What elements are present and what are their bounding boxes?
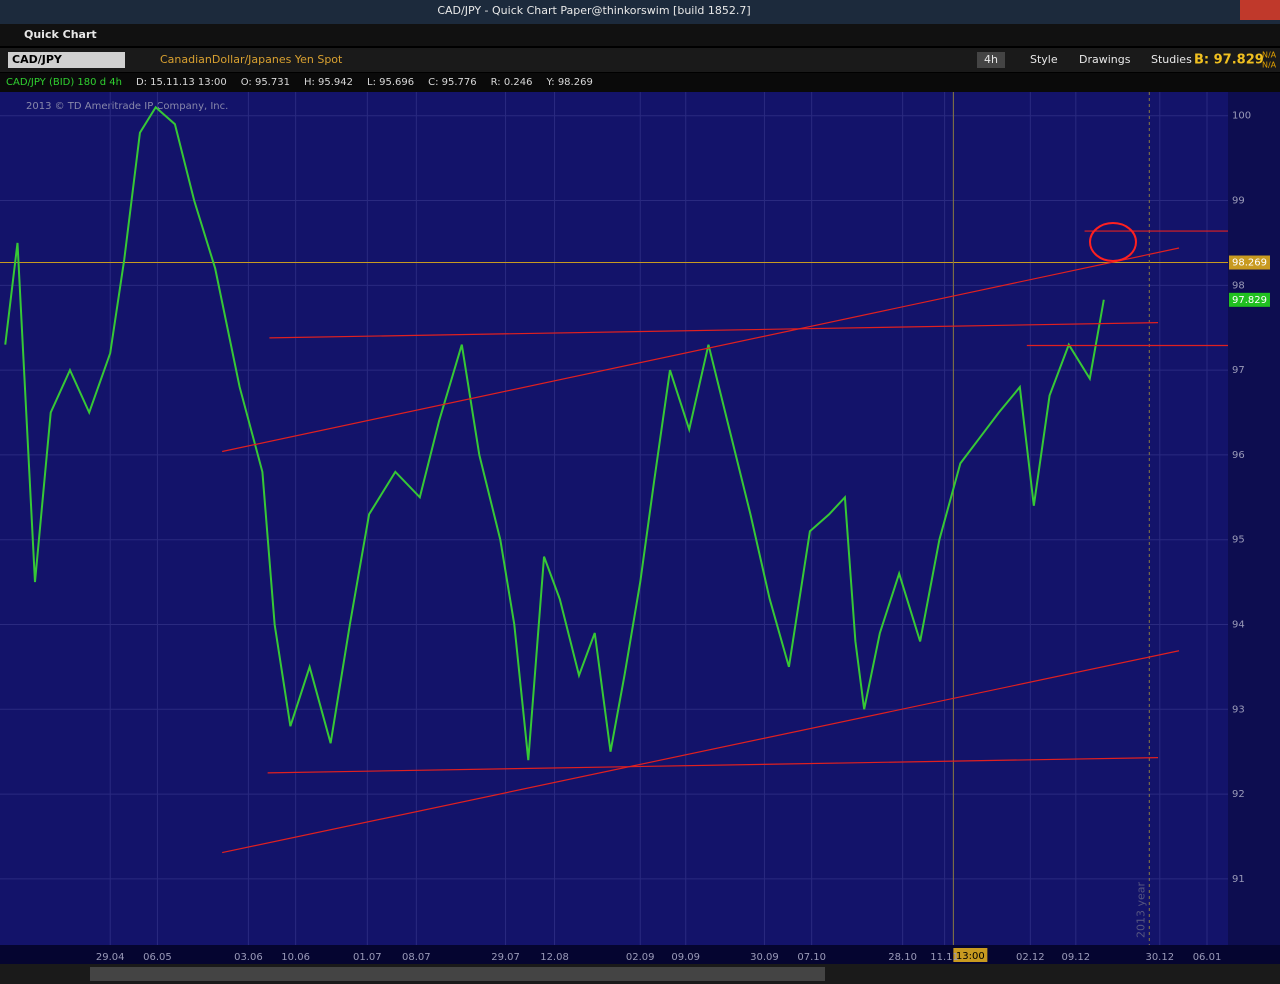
y-tick-label: 100 (1232, 111, 1251, 122)
na: N/A (1262, 51, 1277, 60)
bid-price: B: 97.829 (1194, 53, 1264, 68)
x-tick-label: 09.12 (1061, 952, 1090, 963)
x-tick-label: 11.11 (930, 952, 959, 963)
x-tick-label: 28.10 (888, 952, 917, 963)
plot-area (0, 92, 1228, 945)
y-tick-label: 96 (1232, 450, 1245, 461)
year-label: 2013 year (1134, 882, 1147, 939)
info-field: L: 95.696 (367, 77, 414, 88)
price-line (4, 105, 1105, 761)
y-tick-label: 92 (1232, 789, 1245, 800)
tab-title[interactable]: Quick Chart (24, 28, 97, 41)
y-tick-label: 93 (1232, 704, 1245, 715)
info-group: CAD/JPY (BID) 180 d 4h D: 15.11.13 13:00 O… (6, 77, 593, 88)
na: N/A (1262, 61, 1277, 70)
trendline (267, 757, 1159, 774)
price-label: 98.269 (1232, 258, 1267, 269)
info-bar (0, 73, 1280, 92)
info-field: D: 15.11.13 13:00 (136, 77, 227, 88)
y-tick-label: 99 (1232, 196, 1245, 207)
info-field: C: 95.776 (428, 77, 477, 88)
price-label: 97.829 (1232, 295, 1267, 306)
x-tick-label: 29.04 (96, 952, 125, 963)
trendline (222, 650, 1180, 854)
scroll-thumb[interactable] (90, 967, 825, 981)
studies-button[interactable]: Studies (1151, 53, 1192, 66)
y-tick-label: 97 (1232, 365, 1245, 376)
x-tick-label: 01.07 (353, 952, 382, 963)
y-tick-label: 91 (1232, 874, 1245, 885)
info-field: H: 95.942 (304, 77, 353, 88)
info-field: O: 95.731 (241, 77, 290, 88)
y-tick-label: 98 (1232, 280, 1245, 291)
y-tick-label: 94 (1232, 619, 1245, 630)
x-tick-label: 10.06 (281, 952, 310, 963)
x-tick-label: 02.12 (1016, 952, 1045, 963)
price-axis (1228, 92, 1280, 945)
trendline (222, 247, 1180, 453)
cursor-label-bg (953, 948, 988, 962)
info-field: CAD/JPY (BID) 180 d 4h (6, 77, 122, 88)
price-label-bg (1229, 255, 1270, 270)
trendline (269, 322, 1159, 339)
info-field: R: 0.246 (491, 77, 533, 88)
close-button[interactable] (1240, 0, 1280, 20)
aggregation[interactable]: 4h (984, 53, 998, 66)
symbol-box[interactable] (8, 52, 125, 68)
aggregation-box[interactable] (977, 52, 1005, 68)
x-tick-label: 06.05 (143, 952, 172, 963)
drawings-button[interactable]: Drawings (1079, 53, 1131, 66)
x-tick-label: 03.06 (234, 952, 263, 963)
window-title: CAD/JPY - Quick Chart Paper@thinkorswim … (437, 4, 750, 17)
x-tick-label: 02.09 (626, 952, 655, 963)
x-tick-label: 30.09 (750, 952, 779, 963)
description: CanadianDollar/Japanes Yen Spot (160, 53, 343, 66)
cursor-label: 13:00 (956, 951, 985, 962)
title-bar (0, 0, 1280, 24)
x-tick-label: 09.09 (671, 952, 700, 963)
x-tick-label: 06.01 (1193, 952, 1222, 963)
info-field: Y: 98.269 (545, 77, 592, 88)
x-tick-label: 12.08 (540, 952, 569, 963)
plot (0, 92, 1270, 962)
highlight-circle (1089, 222, 1137, 262)
price-label-bg (1229, 292, 1270, 307)
style-button[interactable]: Style (1030, 53, 1058, 66)
toolbar (0, 48, 1280, 72)
x-tick-label: 07.10 (797, 952, 826, 963)
x-tick-label: 29.07 (491, 952, 520, 963)
x-tick-label: 30.12 (1145, 952, 1174, 963)
x-tick-label: 08.07 (402, 952, 431, 963)
tab-bar (0, 24, 1280, 46)
symbol[interactable]: CAD/JPY (12, 53, 63, 66)
y-tick-label: 95 (1232, 535, 1245, 546)
copyright: 2013 © TD Ameritrade IP Company, Inc. (26, 101, 228, 112)
